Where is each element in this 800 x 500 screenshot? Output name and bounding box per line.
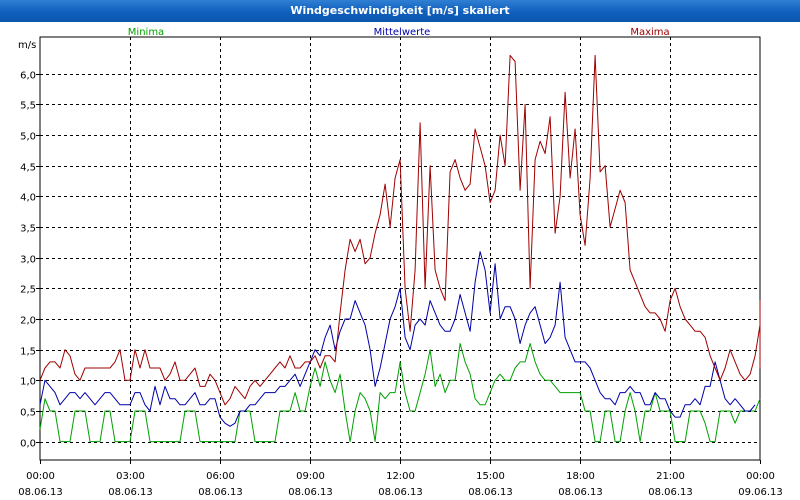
x-tick-time-label: 21:00 (656, 471, 685, 482)
y-tick-label: 1,5 (20, 347, 36, 358)
series-line-min (39, 343, 761, 443)
y-tick-label: 5,0 (20, 132, 36, 143)
legend-min: Minima (128, 27, 164, 38)
x-tick-date-label: 08.06.13 (468, 487, 513, 498)
x-tick-date-label: 09.06.13 (738, 487, 783, 498)
y-tick-label: 1,0 (20, 377, 36, 388)
y-tick-label: 3,5 (20, 224, 36, 235)
x-tick-date-label: 08.06.13 (378, 487, 423, 498)
y-tick-label: 5,5 (20, 101, 36, 112)
y-tick-label: 4,0 (20, 193, 36, 204)
series-line-max (39, 54, 761, 406)
x-tick-date-label: 08.06.13 (288, 487, 333, 498)
x-tick-date-label: 08.06.13 (18, 487, 63, 498)
x-tick-time-label: 03:00 (116, 471, 145, 482)
x-tick-date-label: 08.06.13 (198, 487, 243, 498)
y-axis-label: m/s (18, 40, 36, 51)
x-tick-time-label: 09:00 (296, 471, 325, 482)
x-tick-date-label: 08.06.13 (648, 487, 693, 498)
y-tick-label: 0,0 (20, 439, 36, 450)
y-tick-label: 0,5 (20, 408, 36, 419)
y-tick-label: 3,0 (20, 255, 36, 266)
legend-mean: Mittelwerte (374, 27, 431, 38)
wind-speed-chart: 0,0 0,5 1,0 1,5 2,0 2,5 3,0 3,5 4,0 4,5 5,0 5,5 6,0 0… (18, 27, 783, 498)
window-title: Windgeschwindigkeit [m/s] skaliert (0, 0, 800, 22)
x-tick-date-label: 08.06.13 (108, 487, 153, 498)
x-tick-time-label: 18:00 (566, 471, 595, 482)
y-tick-label: 2,5 (20, 285, 36, 296)
y-tick-label: 6,0 (20, 71, 36, 82)
x-tick-time-label: 15:00 (476, 471, 505, 482)
legend-max: Maxima (630, 27, 669, 38)
x-tick-date-label: 08.06.13 (558, 487, 603, 498)
x-tick-time-label: 00:00 (26, 471, 55, 482)
x-tick-time-label: 00:00 (746, 471, 775, 482)
y-tick-label: 4,5 (20, 163, 36, 174)
x-tick-time-label: 12:00 (386, 471, 415, 482)
y-tick-label: 2,0 (20, 316, 36, 327)
series-line-mean (39, 251, 756, 427)
x-tick-time-label: 06:00 (206, 471, 235, 482)
